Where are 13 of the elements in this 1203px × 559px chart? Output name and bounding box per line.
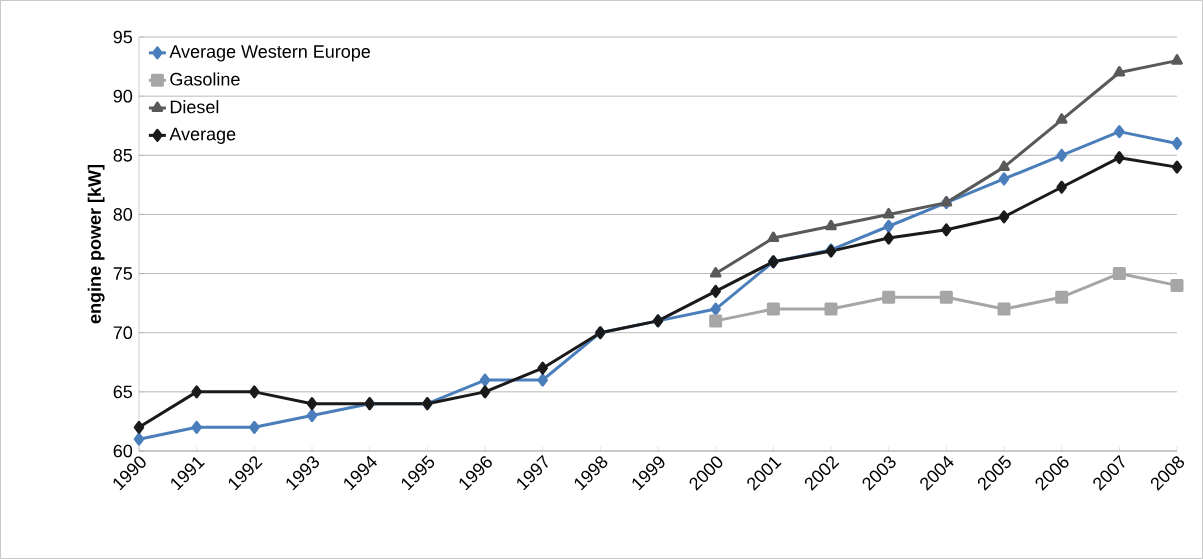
legend-label: Average bbox=[169, 127, 236, 144]
y-tick-label: 85 bbox=[113, 148, 133, 162]
y-tick-label: 80 bbox=[113, 208, 133, 221]
y-tick-label: 95 bbox=[113, 30, 133, 44]
y-axis-title: engine power [kW] bbox=[87, 165, 105, 324]
legend-label: Gasoline bbox=[170, 72, 240, 86]
y-tick-label: 70 bbox=[113, 326, 133, 340]
y-tick-label: 90 bbox=[113, 89, 133, 103]
legend-label: Average Western Europe bbox=[169, 45, 371, 62]
legend-label: Diesel bbox=[170, 100, 219, 114]
y-tick-label: 60 bbox=[113, 444, 133, 458]
y-tick-label: 75 bbox=[113, 267, 133, 280]
y-tick-label: 65 bbox=[113, 385, 133, 399]
